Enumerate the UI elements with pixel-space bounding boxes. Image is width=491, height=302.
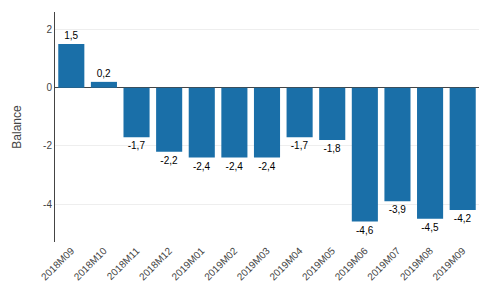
svg-text:-2,2: -2,2 <box>160 155 178 166</box>
svg-text:2018M10: 2018M10 <box>72 245 110 283</box>
svg-text:1,5: 1,5 <box>64 30 78 41</box>
svg-text:0: 0 <box>46 82 52 93</box>
svg-text:-4,5: -4,5 <box>421 222 439 233</box>
svg-text:-3,9: -3,9 <box>389 204 407 215</box>
svg-text:2: 2 <box>46 24 52 35</box>
svg-text:0,2: 0,2 <box>97 68 111 79</box>
svg-text:2019M08: 2019M08 <box>398 245 436 283</box>
svg-text:2019M01: 2019M01 <box>169 245 207 283</box>
svg-text:-2: -2 <box>43 140 52 151</box>
svg-text:2019M02: 2019M02 <box>202 245 240 283</box>
svg-text:-1,7: -1,7 <box>128 140 146 151</box>
svg-text:-1,7: -1,7 <box>291 140 309 151</box>
svg-text:-4,2: -4,2 <box>454 213 472 224</box>
svg-text:-2,4: -2,4 <box>193 161 211 172</box>
svg-text:2018M11: 2018M11 <box>105 245 142 282</box>
svg-text:2019M03: 2019M03 <box>235 245 273 283</box>
svg-text:2018M12: 2018M12 <box>137 245 175 283</box>
svg-text:2019M04: 2019M04 <box>267 245 305 283</box>
svg-text:Balance: Balance <box>10 105 24 149</box>
svg-text:2018M09: 2018M09 <box>39 245 77 283</box>
svg-text:-2,4: -2,4 <box>226 161 244 172</box>
svg-text:-4,6: -4,6 <box>356 225 374 236</box>
svg-text:-4: -4 <box>43 199 52 210</box>
svg-text:2019M09: 2019M09 <box>430 245 468 283</box>
svg-text:-2,4: -2,4 <box>258 161 276 172</box>
svg-text:2019M05: 2019M05 <box>300 245 338 283</box>
svg-text:2019M06: 2019M06 <box>333 245 371 283</box>
svg-text:-1,8: -1,8 <box>323 143 341 154</box>
svg-text:2019M07: 2019M07 <box>365 245 403 283</box>
